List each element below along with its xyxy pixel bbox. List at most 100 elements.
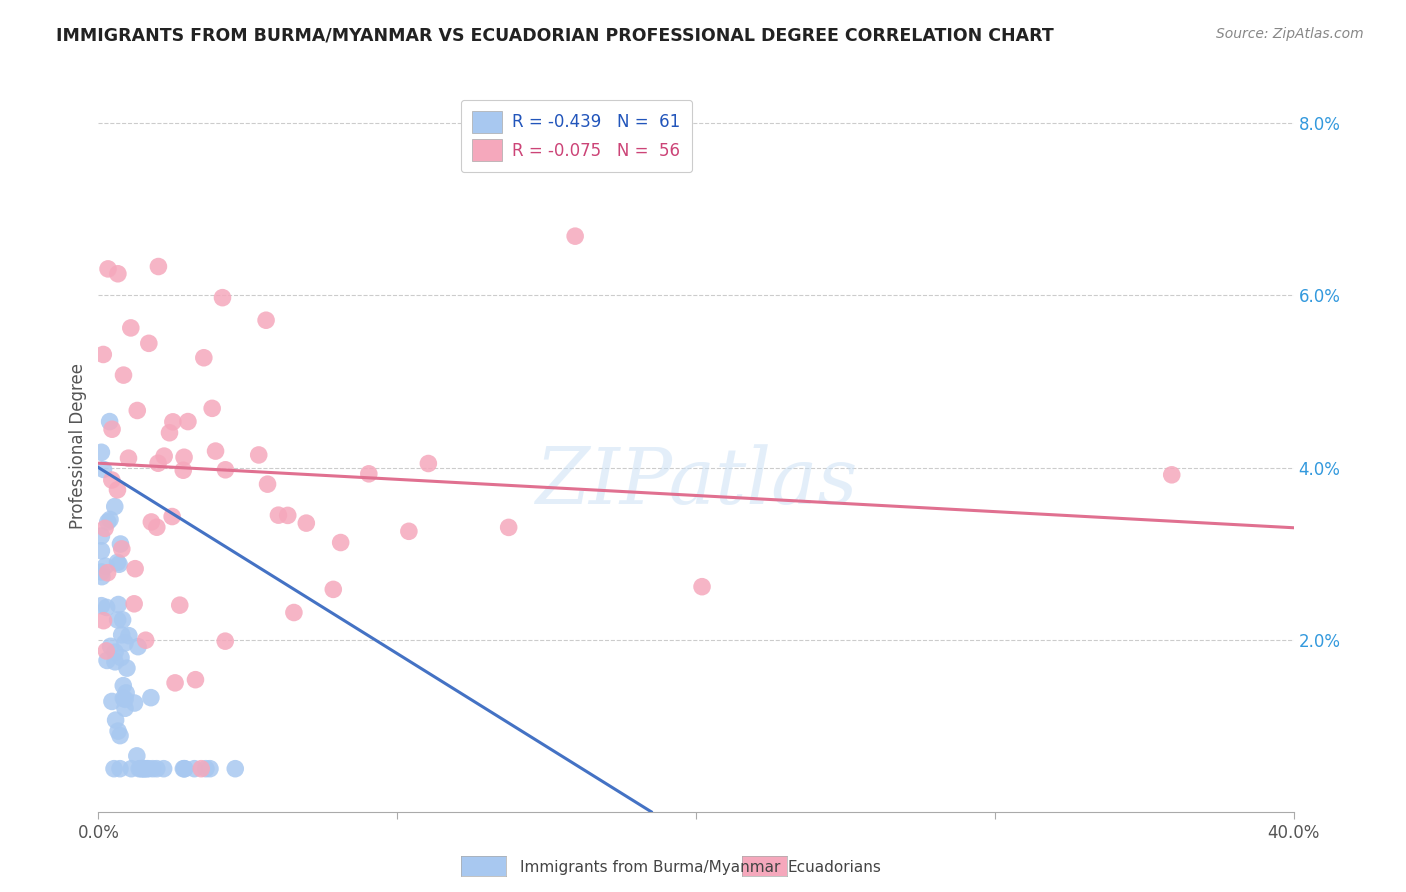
Point: [118, 629, 141, 643]
Point: [139, 690, 162, 705]
Point: [194, 762, 217, 776]
Point: [127, 403, 149, 417]
Point: [134, 762, 156, 776]
Point: [90, 565, 112, 579]
Point: [122, 597, 145, 611]
Point: [160, 509, 183, 524]
Point: [224, 762, 246, 776]
Point: [398, 524, 420, 539]
Point: [184, 673, 207, 687]
Point: [146, 456, 169, 470]
Point: [152, 762, 174, 776]
Point: [90, 445, 112, 459]
Point: [690, 580, 713, 594]
Point: [90, 569, 112, 583]
Point: [101, 694, 124, 708]
Text: Source: ZipAtlas.com: Source: ZipAtlas.com: [1216, 27, 1364, 41]
Point: [112, 691, 135, 706]
Point: [94, 521, 117, 535]
Point: [295, 516, 318, 530]
Point: [173, 450, 195, 465]
Point: [97, 261, 120, 276]
Point: [111, 628, 134, 642]
Point: [169, 598, 191, 612]
Point: [104, 655, 127, 669]
Point: [132, 762, 155, 776]
Point: [120, 762, 142, 776]
Text: ZIPatlas: ZIPatlas: [534, 444, 858, 521]
Point: [173, 762, 195, 776]
Point: [114, 701, 136, 715]
Point: [117, 451, 139, 466]
Point: [94, 559, 117, 574]
Point: [183, 762, 205, 776]
Point: [96, 600, 118, 615]
Point: [114, 636, 136, 650]
Text: Immigrants from Burma/Myanmar: Immigrants from Burma/Myanmar: [520, 860, 780, 874]
Point: [112, 368, 135, 383]
Point: [564, 229, 586, 244]
Point: [108, 558, 131, 572]
Point: [96, 653, 118, 667]
Point: [111, 541, 134, 556]
Point: [107, 555, 129, 569]
Point: [172, 762, 194, 776]
Point: [107, 613, 129, 627]
Point: [173, 762, 195, 776]
Point: [108, 762, 131, 776]
Point: [141, 515, 163, 529]
Point: [107, 724, 129, 739]
Point: [418, 457, 440, 471]
Point: [214, 463, 236, 477]
Point: [128, 762, 150, 776]
Point: [90, 529, 112, 543]
Point: [103, 762, 125, 776]
Point: [357, 467, 380, 481]
Point: [172, 463, 194, 477]
Point: [115, 686, 138, 700]
Point: [138, 336, 160, 351]
Point: [148, 260, 170, 274]
Point: [104, 500, 127, 514]
Text: IMMIGRANTS FROM BURMA/MYANMAR VS ECUADORIAN PROFESSIONAL DEGREE CORRELATION CHAR: IMMIGRANTS FROM BURMA/MYANMAR VS ECUADOR…: [56, 27, 1054, 45]
Point: [110, 537, 132, 551]
Point: [204, 444, 226, 458]
Point: [498, 520, 520, 534]
Point: [165, 676, 187, 690]
Point: [97, 515, 120, 529]
Point: [125, 748, 148, 763]
Legend: R = -0.439   N =  61, R = -0.075   N =  56: R = -0.439 N = 61, R = -0.075 N = 56: [461, 100, 692, 172]
Point: [267, 508, 290, 523]
Point: [93, 614, 115, 628]
Point: [256, 477, 278, 491]
Point: [159, 425, 181, 440]
Point: [98, 512, 121, 526]
Point: [322, 582, 344, 597]
Point: [104, 645, 127, 659]
Point: [127, 640, 149, 654]
Point: [110, 650, 132, 665]
Point: [247, 448, 270, 462]
Point: [112, 679, 135, 693]
Point: [198, 762, 221, 776]
Point: [104, 713, 127, 727]
Point: [91, 347, 114, 361]
Point: [111, 613, 134, 627]
Point: [135, 633, 157, 648]
Point: [90, 543, 112, 558]
Point: [1160, 467, 1182, 482]
Point: [277, 508, 299, 523]
Point: [101, 473, 124, 487]
Point: [146, 520, 169, 534]
Text: Ecuadorians: Ecuadorians: [787, 860, 882, 874]
Point: [190, 762, 212, 776]
Point: [124, 696, 146, 710]
Point: [132, 762, 155, 776]
Point: [93, 462, 115, 476]
Point: [108, 729, 131, 743]
Point: [129, 762, 152, 776]
Point: [177, 415, 200, 429]
Point: [329, 535, 352, 549]
Point: [214, 634, 236, 648]
Point: [201, 401, 224, 416]
